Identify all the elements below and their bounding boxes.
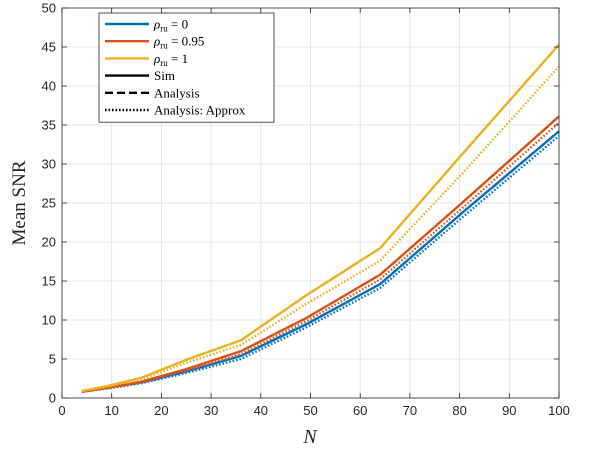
y-tick-label: 5 — [49, 352, 56, 367]
axis-ticks: 0 10 20 30 40 50 60 70 80 90 100 0 5 10 15 20 25 30 35 40 45… — [42, 1, 570, 419]
y-tick-label: 35 — [42, 118, 56, 133]
x-tick-label: 30 — [204, 403, 218, 418]
x-tick-label: 90 — [502, 403, 516, 418]
legend-value: = 0 — [168, 17, 188, 32]
legend-symbol: ρ — [153, 17, 160, 32]
series-line-dashed — [81, 115, 560, 393]
legend-symbol: ρ — [153, 51, 160, 66]
y-tick-label: 25 — [42, 196, 56, 211]
y-axis-title: Mean SNR — [9, 160, 30, 245]
y-tick-label: 15 — [42, 274, 56, 289]
legend-box — [98, 12, 275, 123]
y-tick-label: 45 — [42, 40, 56, 55]
y-tick-label: 30 — [42, 157, 56, 172]
x-tick-label: 40 — [254, 403, 268, 418]
series-line-dashed — [81, 43, 560, 393]
y-tick-label: 0 — [49, 391, 56, 406]
x-tick-label: 10 — [104, 403, 118, 418]
legend-value: = 1 — [168, 51, 188, 66]
legend-subscript: ru — [160, 41, 168, 51]
legend-label: Analysis: Approx — [154, 103, 246, 118]
x-tick-label: 100 — [548, 403, 570, 418]
x-tick-label: 0 — [58, 403, 65, 418]
x-tick-label: 20 — [154, 403, 168, 418]
y-tick-label: 20 — [42, 235, 56, 250]
series-line-dotted — [81, 121, 560, 393]
legend-label: Analysis — [154, 85, 200, 100]
y-tick-label: 40 — [42, 79, 56, 94]
x-tick-label: 50 — [303, 403, 317, 418]
legend-label: Sim — [154, 68, 175, 83]
legend-label: ρru = 0.95 — [153, 34, 204, 51]
series-line-dotted — [81, 65, 560, 393]
legend-label: ρru = 0 — [153, 17, 188, 34]
legend-subscript: ru — [160, 24, 168, 34]
x-tick-label: 60 — [353, 403, 367, 418]
x-axis-title: N — [302, 426, 318, 448]
y-tick-label: 50 — [42, 1, 56, 16]
series-line-dotted — [81, 135, 560, 393]
x-tick-label: 70 — [403, 403, 417, 418]
legend-symbol: ρ — [153, 34, 160, 49]
legend-value: = 0.95 — [168, 34, 205, 49]
legend-label: ρru = 1 — [153, 51, 188, 68]
series-layer — [81, 43, 560, 393]
y-tick-label: 10 — [42, 313, 56, 328]
x-tick-label: 80 — [452, 403, 466, 418]
legend-subscript: ru — [160, 58, 168, 68]
